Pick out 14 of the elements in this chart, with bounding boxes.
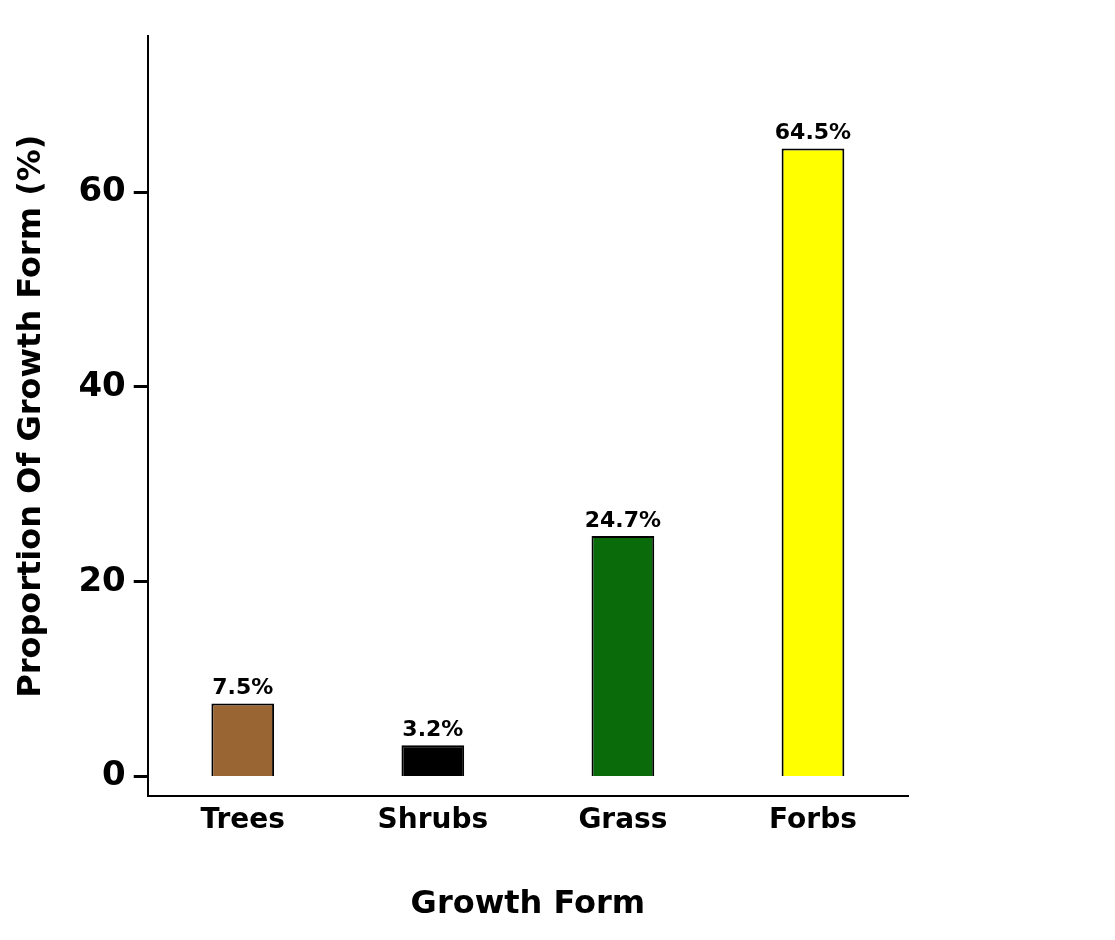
x-tick-label: Grass [578,802,668,836]
y-axis-title: Proportion Of Growth Form (%) [9,134,48,698]
x-axis-title: Growth Form [410,883,646,922]
x-tick-label: Forbs [769,802,857,836]
x-tick-label: Trees [200,802,285,836]
data-label: 24.7% [584,506,662,532]
data-label: 3.2% [402,716,464,742]
data-label: 64.5% [774,119,852,145]
y-tick-label: 0 [102,753,126,794]
y-tick-label: 40 [78,363,126,404]
x-tick-label: Shrubs [377,802,489,836]
data-label: 7.5% [212,674,274,700]
y-tick-label: 20 [78,558,126,599]
y-tick-label: 60 [78,169,126,210]
